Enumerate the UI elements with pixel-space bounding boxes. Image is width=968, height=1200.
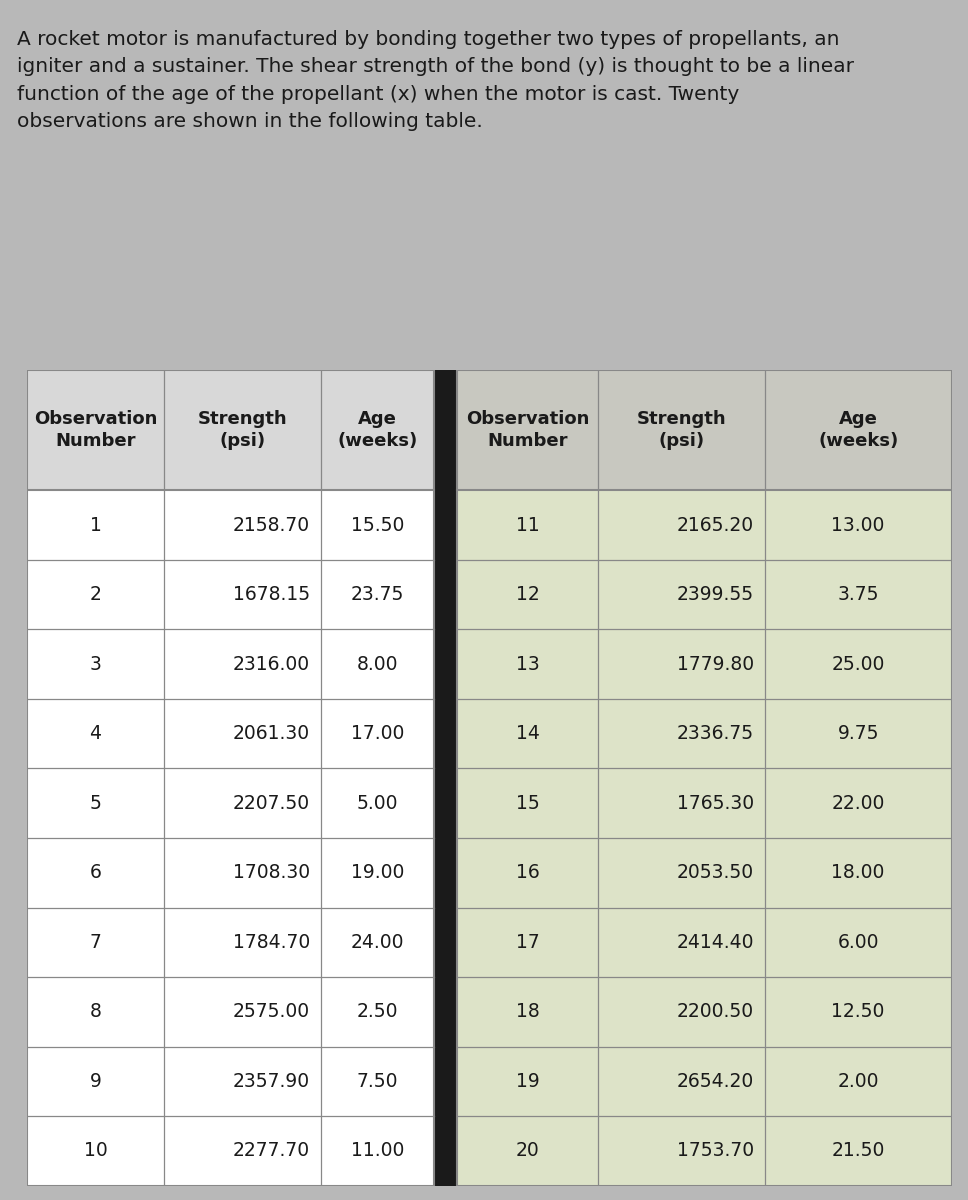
Text: 8: 8: [90, 1002, 102, 1021]
Bar: [457, 370, 952, 491]
Text: Strength
(psi): Strength (psi): [637, 409, 726, 450]
Text: 14: 14: [516, 724, 539, 743]
Text: Observation
Number: Observation Number: [466, 409, 590, 450]
Text: A rocket motor is manufactured by bonding together two types of propellants, an
: A rocket motor is manufactured by bondin…: [17, 30, 855, 131]
Text: 1779.80: 1779.80: [677, 655, 754, 673]
Text: 2654.20: 2654.20: [677, 1072, 754, 1091]
Text: 1678.15: 1678.15: [233, 586, 310, 604]
Text: 2316.00: 2316.00: [233, 655, 310, 673]
Text: 6: 6: [90, 863, 102, 882]
Text: 2053.50: 2053.50: [677, 863, 754, 882]
Text: 2357.90: 2357.90: [233, 1072, 310, 1091]
Text: 11: 11: [516, 516, 539, 535]
Text: 25.00: 25.00: [832, 655, 885, 673]
Text: 6.00: 6.00: [837, 932, 879, 952]
Bar: [457, 370, 952, 1186]
Text: 2165.20: 2165.20: [677, 516, 754, 535]
Bar: [27, 370, 434, 1186]
Text: 12.50: 12.50: [832, 1002, 885, 1021]
Text: 9.75: 9.75: [837, 724, 879, 743]
Text: 15.50: 15.50: [350, 516, 405, 535]
Text: 12: 12: [516, 586, 539, 604]
Bar: [457, 491, 952, 1186]
Text: 20: 20: [516, 1141, 539, 1160]
Text: 17.00: 17.00: [350, 724, 405, 743]
Text: 16: 16: [516, 863, 539, 882]
Text: 8.00: 8.00: [357, 655, 398, 673]
Text: 2.50: 2.50: [357, 1002, 398, 1021]
Text: 5: 5: [90, 793, 102, 812]
Text: 19.00: 19.00: [350, 863, 405, 882]
Text: 15: 15: [516, 793, 539, 812]
Text: 1: 1: [90, 516, 102, 535]
Text: 13: 13: [516, 655, 539, 673]
Text: 2: 2: [90, 586, 102, 604]
Text: 2414.40: 2414.40: [677, 932, 754, 952]
Text: 18.00: 18.00: [832, 863, 885, 882]
Text: 13.00: 13.00: [832, 516, 885, 535]
Text: 3.75: 3.75: [837, 586, 879, 604]
Text: 7.50: 7.50: [357, 1072, 398, 1091]
Text: 18: 18: [516, 1002, 539, 1021]
Text: 24.00: 24.00: [350, 932, 405, 952]
Text: 22.00: 22.00: [832, 793, 885, 812]
Text: 1765.30: 1765.30: [677, 793, 754, 812]
Text: 3: 3: [90, 655, 102, 673]
Text: 2200.50: 2200.50: [677, 1002, 754, 1021]
Text: 21.50: 21.50: [832, 1141, 885, 1160]
Text: 19: 19: [516, 1072, 539, 1091]
Text: 7: 7: [90, 932, 102, 952]
Text: 9: 9: [90, 1072, 102, 1091]
Text: 23.75: 23.75: [350, 586, 405, 604]
Bar: [27, 370, 434, 491]
Text: Observation
Number: Observation Number: [34, 409, 157, 450]
Text: 4: 4: [89, 724, 102, 743]
Text: Age
(weeks): Age (weeks): [818, 409, 898, 450]
Text: Age
(weeks): Age (weeks): [337, 409, 417, 450]
Text: 1753.70: 1753.70: [677, 1141, 754, 1160]
Text: 2207.50: 2207.50: [233, 793, 310, 812]
Bar: [434, 370, 457, 1186]
Text: 17: 17: [516, 932, 539, 952]
Text: 2575.00: 2575.00: [233, 1002, 310, 1021]
Text: 5.00: 5.00: [357, 793, 398, 812]
Text: 2336.75: 2336.75: [677, 724, 754, 743]
Text: 2061.30: 2061.30: [233, 724, 310, 743]
Text: 2399.55: 2399.55: [677, 586, 754, 604]
Text: 10: 10: [83, 1141, 107, 1160]
Text: 2158.70: 2158.70: [233, 516, 310, 535]
Bar: [27, 491, 434, 1186]
Text: 2.00: 2.00: [837, 1072, 879, 1091]
Text: 11.00: 11.00: [350, 1141, 405, 1160]
Text: 1708.30: 1708.30: [233, 863, 310, 882]
Text: Strength
(psi): Strength (psi): [197, 409, 287, 450]
Text: 2277.70: 2277.70: [233, 1141, 310, 1160]
Text: 1784.70: 1784.70: [232, 932, 310, 952]
